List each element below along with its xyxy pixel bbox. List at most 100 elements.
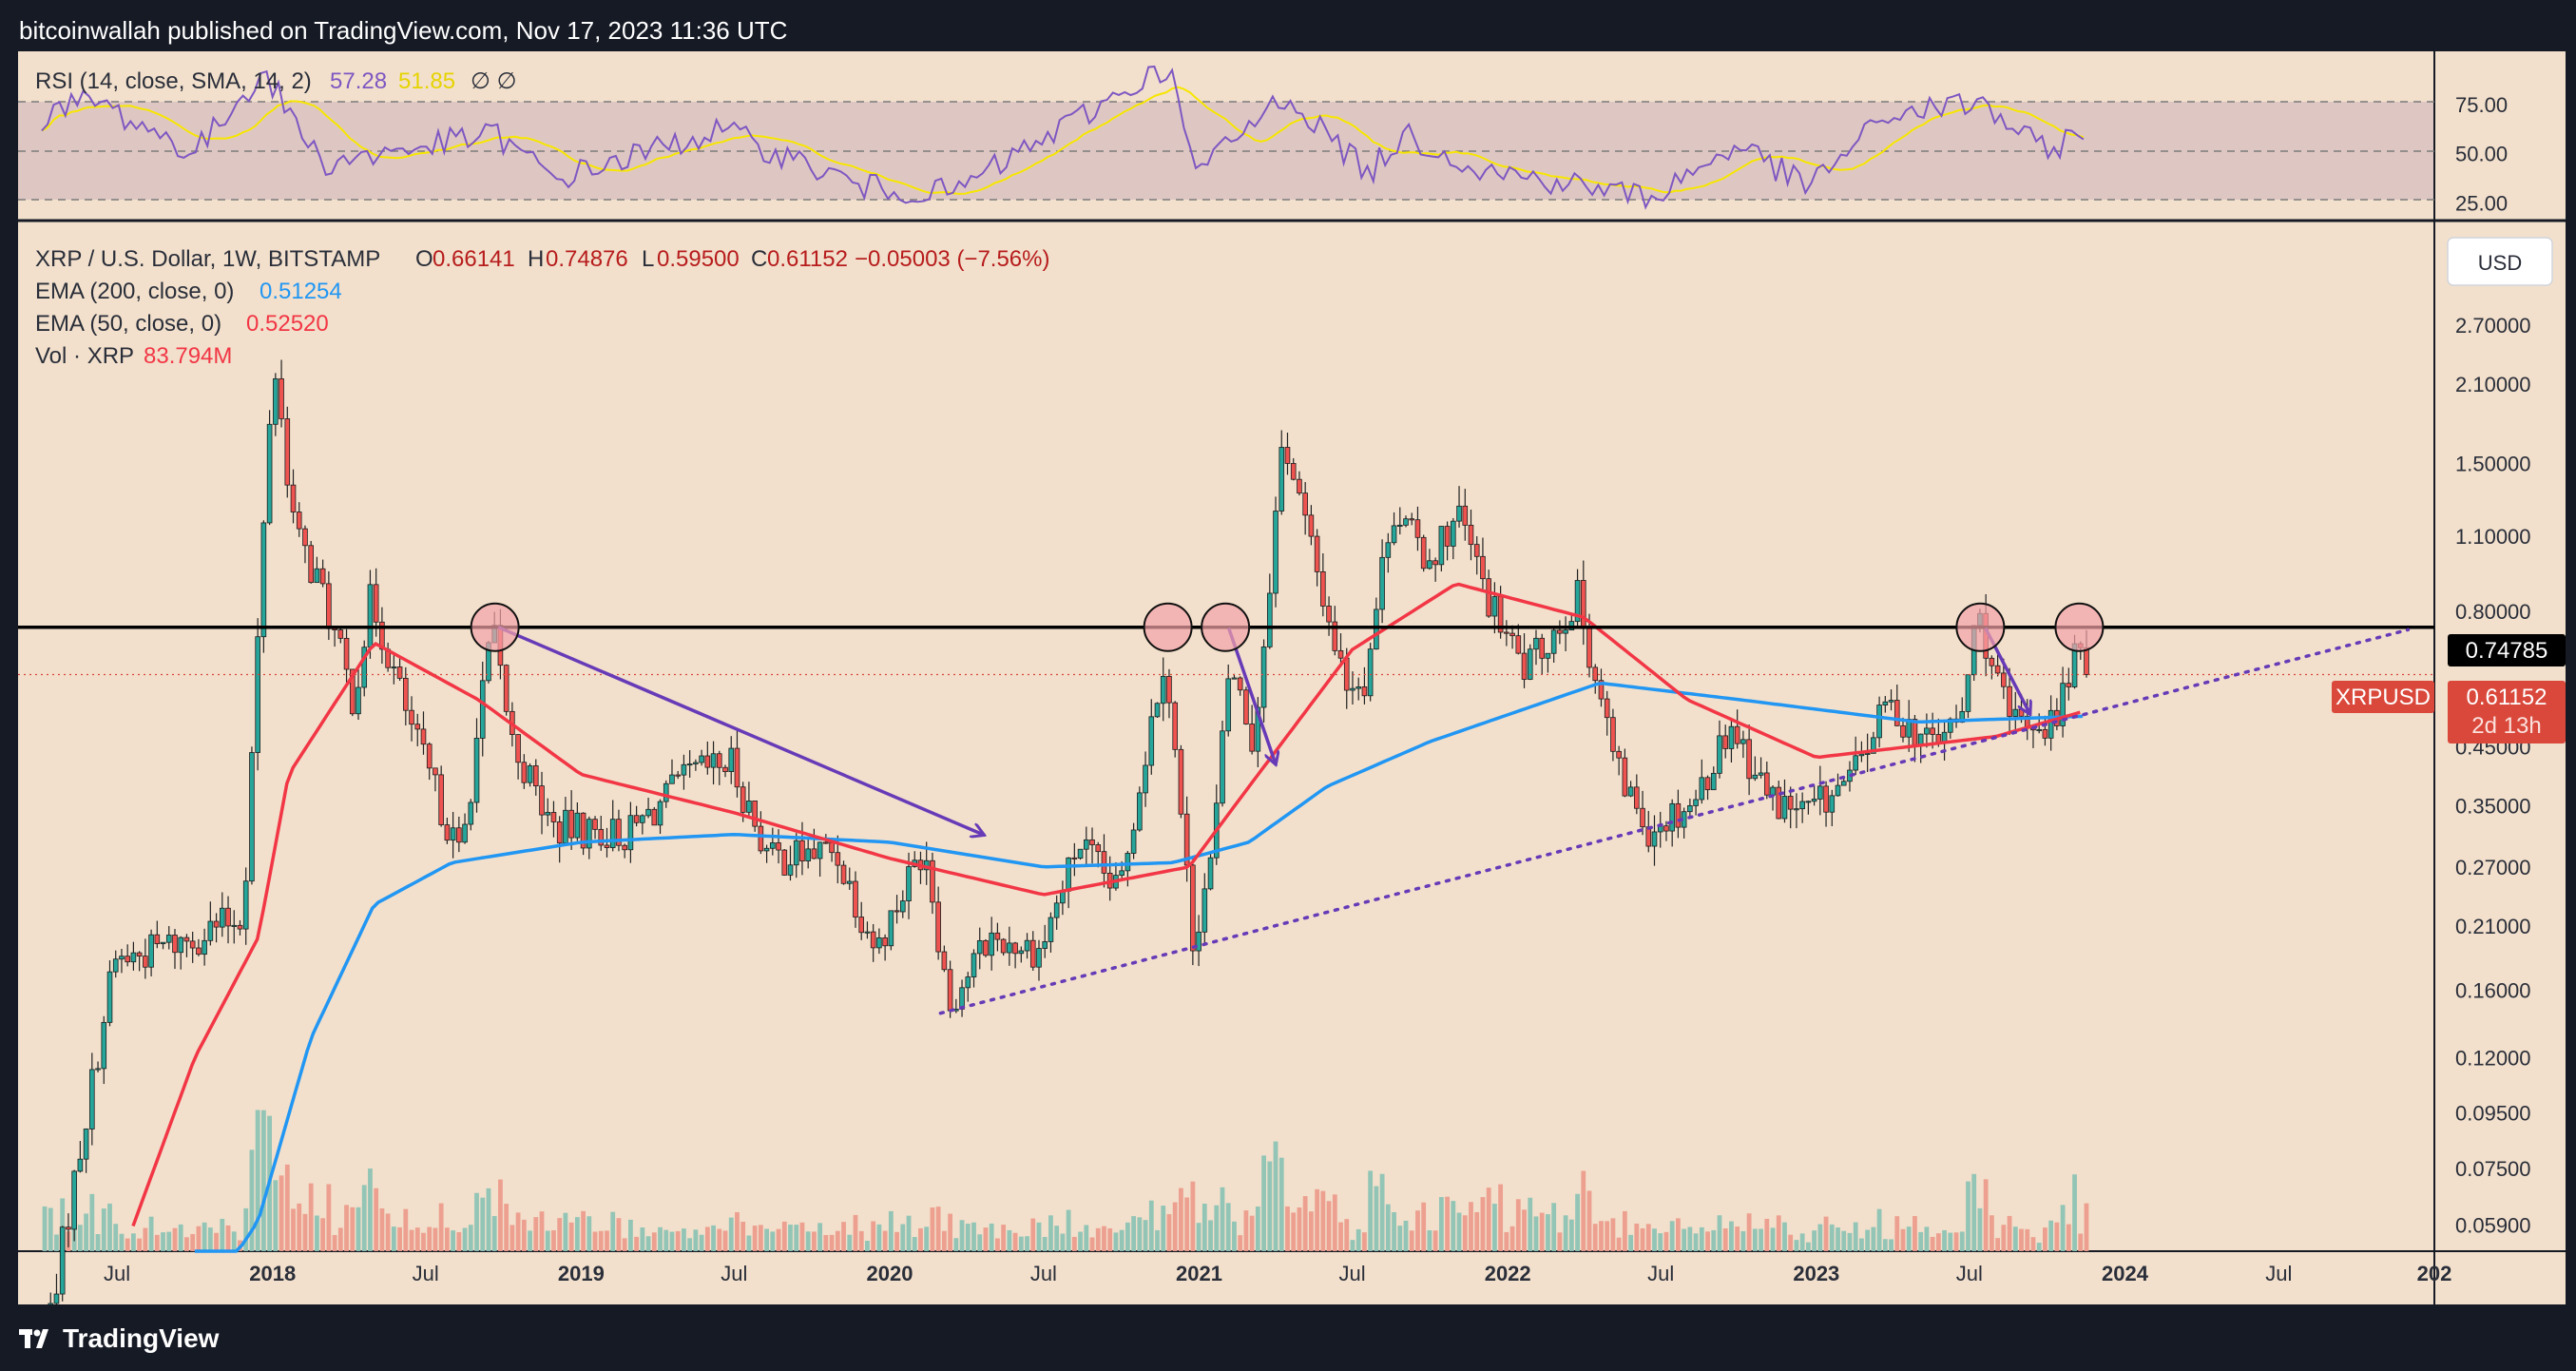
trend-arrow[interactable] bbox=[1227, 628, 1276, 763]
last-price-value: 0.61152 bbox=[2467, 685, 2547, 710]
candle-body bbox=[532, 765, 539, 787]
currency-button[interactable]: USD bbox=[2447, 237, 2553, 286]
volume-bar bbox=[2072, 1174, 2077, 1251]
candle-body bbox=[326, 583, 332, 629]
ema200-legend-label: EMA (200, close, 0) bbox=[35, 279, 234, 304]
candle-body bbox=[1965, 674, 1971, 712]
resistance-touch-marker[interactable] bbox=[1143, 602, 1193, 652]
volume-bar bbox=[344, 1205, 349, 1251]
candle-body bbox=[1586, 626, 1592, 668]
currency-button-label[interactable]: USD bbox=[2478, 251, 2522, 275]
candle-body bbox=[1420, 536, 1427, 570]
volume-bar bbox=[279, 1175, 284, 1251]
candle-body bbox=[1823, 785, 1829, 813]
candle-body bbox=[1125, 853, 1131, 872]
volume-bar bbox=[876, 1224, 882, 1251]
volume-bar bbox=[2036, 1243, 2042, 1251]
candle-body bbox=[1687, 805, 1693, 813]
volume-bar bbox=[1379, 1173, 1385, 1251]
time-axis-label: Jul bbox=[721, 1262, 747, 1285]
volume-bar bbox=[906, 1215, 912, 1251]
price-chart[interactable]: RSI (14, close, SMA, 14, 2) 57.28 51.85 … bbox=[18, 51, 2566, 1304]
candle-body bbox=[1610, 717, 1616, 752]
volume-bar bbox=[882, 1230, 888, 1251]
candle-body bbox=[1598, 680, 1605, 700]
volume-bar bbox=[817, 1223, 823, 1251]
price-axis-label: 0.05900 bbox=[2455, 1213, 2531, 1237]
volume-bar bbox=[1297, 1207, 1302, 1251]
volume-bar bbox=[924, 1226, 930, 1251]
candle-body bbox=[2084, 647, 2089, 675]
volume-bar bbox=[1385, 1204, 1391, 1251]
candle-body bbox=[136, 952, 143, 957]
volume-bar bbox=[207, 1227, 213, 1251]
chart-panel[interactable]: RSI (14, close, SMA, 14, 2) 57.28 51.85 … bbox=[18, 51, 2566, 1304]
candle-body bbox=[989, 932, 994, 956]
candle-body bbox=[1640, 807, 1645, 828]
candle-body bbox=[1160, 675, 1166, 705]
candle-body bbox=[89, 1069, 95, 1130]
candle-body bbox=[414, 724, 421, 730]
volume-bar bbox=[1546, 1214, 1550, 1251]
candle-body bbox=[319, 568, 326, 585]
volume-bar bbox=[1498, 1184, 1504, 1251]
rsi-legend[interactable]: RSI (14, close, SMA, 14, 2) 57.28 51.85 … bbox=[35, 68, 516, 94]
volume-bar bbox=[1012, 1232, 1018, 1251]
volume-bar bbox=[1001, 1225, 1007, 1251]
candle-body bbox=[1675, 802, 1682, 828]
resistance-touch-marker[interactable] bbox=[470, 602, 520, 652]
tradingview-logo[interactable]: TradingView bbox=[19, 1320, 219, 1358]
candle-body bbox=[1627, 786, 1634, 797]
currency-button-bg[interactable] bbox=[2447, 237, 2553, 286]
time-axis-label: Jul bbox=[1030, 1262, 1057, 1285]
candle-body bbox=[196, 947, 202, 956]
volume-bar bbox=[1645, 1224, 1651, 1251]
candle-body bbox=[1355, 686, 1361, 689]
volume-bar bbox=[1740, 1230, 1746, 1251]
resistance-touch-marker[interactable] bbox=[2054, 602, 2105, 652]
volume-bar bbox=[1759, 1228, 1763, 1251]
volume-legend-label: Vol · XRP bbox=[35, 343, 134, 369]
price-change: −0.05003 (−7.56%) bbox=[855, 246, 1050, 272]
volume-bar bbox=[107, 1203, 112, 1251]
candle-body bbox=[343, 637, 350, 670]
volume-bar bbox=[764, 1228, 769, 1251]
volume-bar bbox=[1669, 1221, 1675, 1251]
time-axis[interactable]: Jul 2018 Jul 2019 Jul 2020 Jul 2021 Jul 2022 Jul 20… bbox=[104, 1262, 2451, 1285]
candle-body bbox=[503, 665, 509, 712]
volume-bar bbox=[2012, 1226, 2018, 1251]
candle-body bbox=[1864, 752, 1871, 755]
resistance-tag-bg bbox=[2448, 634, 2566, 666]
volume-bar bbox=[752, 1226, 758, 1251]
volume-bar bbox=[249, 1149, 255, 1251]
volume-bar bbox=[1906, 1226, 1912, 1251]
price-legend[interactable]: XRP / U.S. Dollar, 1W, BITSTAMP O 0.6614… bbox=[35, 246, 1050, 369]
volume-bar bbox=[48, 1207, 53, 1251]
volume-bar bbox=[1817, 1224, 1823, 1251]
candle-body bbox=[1781, 796, 1788, 820]
volume-bar bbox=[2007, 1215, 2012, 1251]
candle-body bbox=[1260, 646, 1267, 708]
resistance-touch-marker[interactable] bbox=[1201, 602, 1251, 652]
trend-arrow[interactable] bbox=[497, 626, 983, 835]
volume-bar bbox=[728, 1217, 734, 1251]
volume-bar bbox=[770, 1231, 776, 1251]
candle-body bbox=[1557, 629, 1563, 634]
candle-body bbox=[396, 666, 403, 679]
candle-body bbox=[1095, 844, 1102, 853]
candle-body bbox=[53, 1293, 60, 1304]
resistance-touch-marker[interactable] bbox=[1955, 602, 2006, 652]
volume-bar bbox=[1913, 1216, 1917, 1251]
volume-bar bbox=[1823, 1216, 1829, 1251]
candle-body bbox=[734, 747, 740, 788]
volume-bar bbox=[1652, 1228, 1657, 1251]
support-trendline[interactable] bbox=[938, 628, 2411, 1015]
volume-bar bbox=[835, 1230, 840, 1251]
candle-body bbox=[1361, 686, 1368, 697]
candle-body bbox=[1249, 724, 1255, 752]
candle-body bbox=[456, 827, 462, 843]
volume-bar bbox=[746, 1235, 752, 1251]
candle-body bbox=[1290, 463, 1297, 480]
volume-bar bbox=[1232, 1221, 1237, 1251]
volume-bar bbox=[1924, 1226, 1930, 1251]
